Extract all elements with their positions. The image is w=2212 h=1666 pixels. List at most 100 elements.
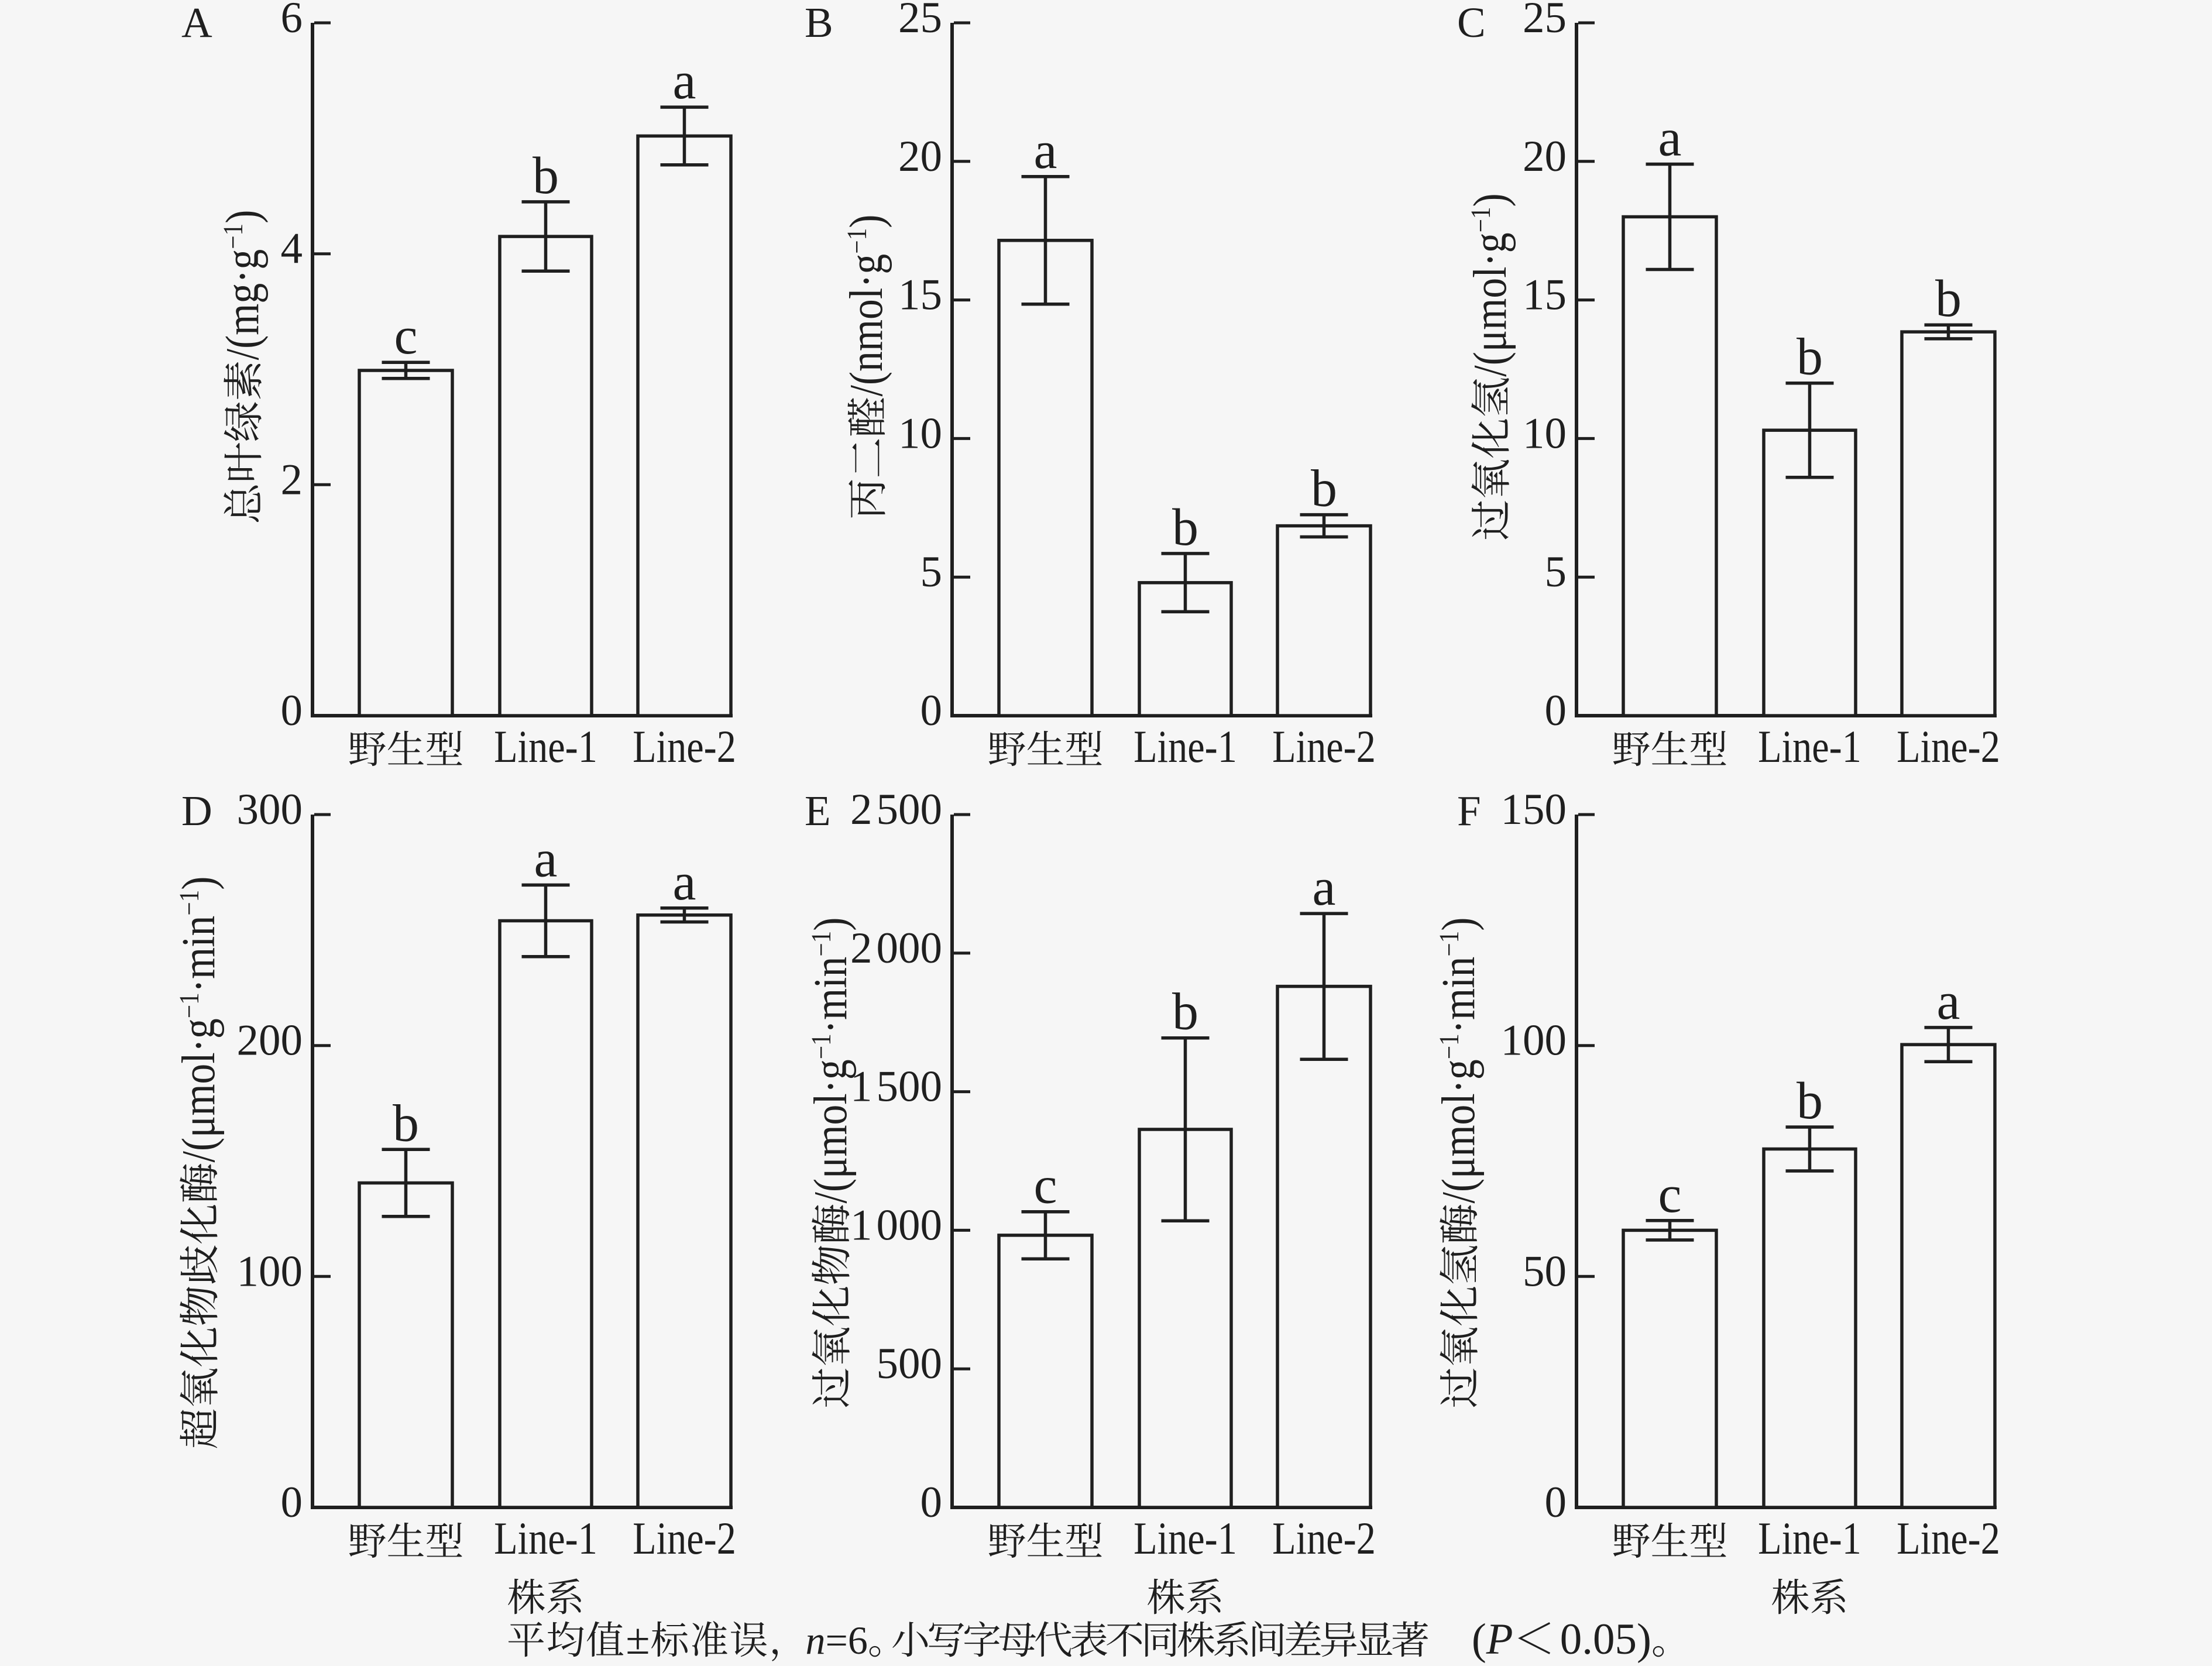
- svg-text:0: 0: [281, 1478, 303, 1527]
- svg-text:Line-1: Line-1: [1758, 722, 1861, 772]
- svg-text:Line-2: Line-2: [1272, 1513, 1376, 1564]
- svg-text:/(nmol·g: /(nmol·g: [840, 254, 892, 397]
- svg-text:/(μmol·g: /(μmol·g: [1433, 1059, 1485, 1203]
- svg-text:F: F: [1457, 787, 1481, 834]
- svg-text:): ): [1433, 918, 1485, 931]
- svg-text:b: b: [1935, 270, 1962, 328]
- svg-text:0: 0: [920, 1478, 943, 1527]
- svg-text:Line-2: Line-2: [1897, 1513, 2000, 1564]
- svg-text:−1: −1: [1433, 1033, 1465, 1059]
- svg-text:): ): [805, 918, 857, 931]
- svg-text:/(μmol·g: /(μmol·g: [1464, 232, 1516, 376]
- svg-text:4: 4: [281, 225, 303, 273]
- svg-text:50: 50: [1523, 1247, 1567, 1296]
- svg-text:20: 20: [898, 132, 942, 181]
- svg-text:a: a: [673, 853, 696, 911]
- svg-text:b: b: [393, 1094, 419, 1152]
- svg-text:−1: −1: [1433, 931, 1465, 957]
- svg-text:20: 20: [1523, 132, 1567, 181]
- svg-text:10: 10: [898, 409, 942, 458]
- svg-text:500: 500: [877, 785, 943, 834]
- svg-text:c: c: [1034, 1157, 1057, 1215]
- svg-text:E: E: [805, 787, 831, 834]
- svg-text:Line-2: Line-2: [633, 722, 736, 772]
- svg-text:000: 000: [877, 1201, 943, 1249]
- svg-text:D: D: [181, 787, 212, 834]
- svg-text:15: 15: [1523, 271, 1567, 320]
- svg-text:Line-1: Line-1: [494, 722, 597, 772]
- svg-text:500: 500: [877, 1339, 943, 1388]
- svg-text:25: 25: [898, 0, 942, 42]
- svg-text:500: 500: [877, 1063, 943, 1111]
- svg-text:100: 100: [237, 1247, 303, 1296]
- svg-text:a: a: [1034, 122, 1057, 180]
- svg-text:Line-2: Line-2: [1272, 722, 1376, 772]
- svg-text:A: A: [181, 0, 212, 46]
- svg-text:b: b: [533, 147, 559, 205]
- svg-text:−1: −1: [841, 228, 873, 254]
- svg-text:−1: −1: [217, 224, 249, 249]
- svg-text:Line-1: Line-1: [1758, 1513, 1861, 1564]
- svg-text:C: C: [1457, 0, 1486, 46]
- svg-text:b: b: [1172, 983, 1198, 1041]
- svg-text:100: 100: [1501, 1016, 1567, 1065]
- svg-text:c: c: [394, 307, 418, 365]
- svg-text:6: 6: [281, 0, 303, 42]
- svg-text:B: B: [805, 0, 833, 46]
- svg-text:·min: ·min: [1433, 957, 1485, 1034]
- svg-text:·min: ·min: [173, 916, 225, 993]
- svg-text:0.05): 0.05): [1560, 1615, 1651, 1664]
- svg-text:a: a: [1937, 973, 1960, 1030]
- svg-text:−1: −1: [805, 1033, 837, 1059]
- svg-text:=6: =6: [826, 1618, 868, 1662]
- svg-text:25: 25: [1523, 0, 1567, 42]
- svg-text:Line-2: Line-2: [1897, 722, 2000, 772]
- svg-text:15: 15: [898, 271, 942, 320]
- svg-text:a: a: [534, 830, 558, 888]
- svg-text:000: 000: [877, 924, 943, 973]
- svg-text:−1: −1: [805, 931, 837, 957]
- svg-text:−1: −1: [1465, 207, 1496, 232]
- svg-text:2: 2: [850, 785, 873, 834]
- svg-text:a: a: [1313, 858, 1336, 916]
- svg-text:1: 1: [850, 1201, 873, 1249]
- svg-text:5: 5: [920, 548, 943, 596]
- svg-text:1: 1: [850, 1063, 873, 1111]
- svg-text:Line-1: Line-1: [1134, 722, 1237, 772]
- svg-text:a: a: [1658, 109, 1682, 167]
- svg-text:5: 5: [1545, 548, 1567, 596]
- svg-text:b: b: [1311, 460, 1337, 518]
- svg-text:b: b: [1797, 328, 1823, 386]
- svg-text:300: 300: [237, 785, 303, 834]
- svg-text:Line-1: Line-1: [494, 1513, 597, 1564]
- svg-text:): ): [173, 877, 225, 890]
- svg-text:−1: −1: [173, 890, 205, 916]
- svg-text:Line-2: Line-2: [633, 1513, 736, 1564]
- svg-text:): ): [1464, 193, 1516, 207]
- svg-text:Line-1: Line-1: [1134, 1513, 1237, 1564]
- svg-text:): ): [840, 215, 892, 228]
- svg-text:b: b: [1172, 499, 1198, 557]
- svg-text:): ): [217, 210, 269, 224]
- svg-text:/(μmol·g: /(μmol·g: [805, 1059, 857, 1203]
- svg-text:n: n: [806, 1618, 826, 1662]
- svg-text:(: (: [1472, 1615, 1486, 1664]
- svg-text:2: 2: [281, 455, 303, 504]
- svg-text:0: 0: [1545, 1478, 1567, 1527]
- svg-text:0: 0: [1545, 686, 1567, 735]
- svg-text:0: 0: [920, 686, 943, 735]
- svg-text:0: 0: [281, 686, 303, 735]
- svg-text:P: P: [1486, 1615, 1513, 1664]
- svg-text:−1: −1: [173, 992, 205, 1018]
- svg-text:·min: ·min: [805, 957, 857, 1034]
- svg-text:b: b: [1797, 1072, 1823, 1130]
- svg-text:/(μmol·g: /(μmol·g: [173, 1018, 225, 1162]
- svg-text:a: a: [673, 52, 696, 110]
- svg-text:10: 10: [1523, 409, 1567, 458]
- svg-text:200: 200: [237, 1016, 303, 1065]
- svg-text:c: c: [1658, 1166, 1682, 1224]
- svg-text:150: 150: [1501, 785, 1567, 834]
- svg-text:/(mg·g: /(mg·g: [217, 249, 269, 360]
- svg-text:2: 2: [850, 924, 873, 973]
- svg-text:±: ±: [626, 1615, 650, 1664]
